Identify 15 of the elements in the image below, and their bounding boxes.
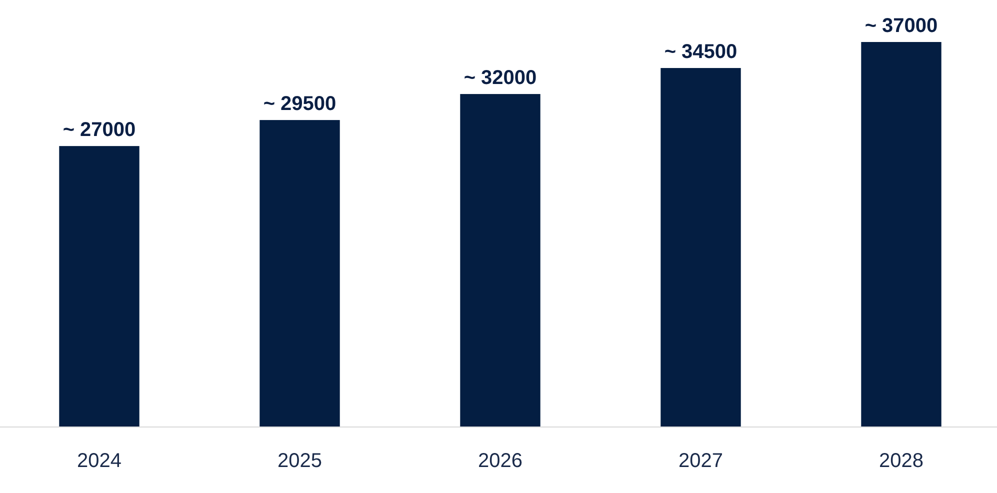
bar — [59, 146, 140, 427]
x-tick-label: 2028 — [879, 450, 924, 472]
x-tick-label: 2024 — [77, 450, 122, 472]
x-tick-label: 2027 — [678, 450, 723, 472]
bar — [460, 94, 540, 427]
bar — [861, 42, 942, 427]
x-tick-label: 2025 — [278, 450, 322, 472]
data-label: ~ 37000 — [864, 15, 938, 37]
bar — [660, 68, 741, 427]
x-tick-label: 2026 — [478, 450, 522, 472]
data-label: ~ 34500 — [664, 41, 738, 64]
data-label: ~ 32000 — [464, 67, 537, 90]
data-label: ~ 27000 — [62, 119, 136, 142]
data-label: ~ 29500 — [263, 93, 336, 116]
bar — [260, 120, 340, 427]
